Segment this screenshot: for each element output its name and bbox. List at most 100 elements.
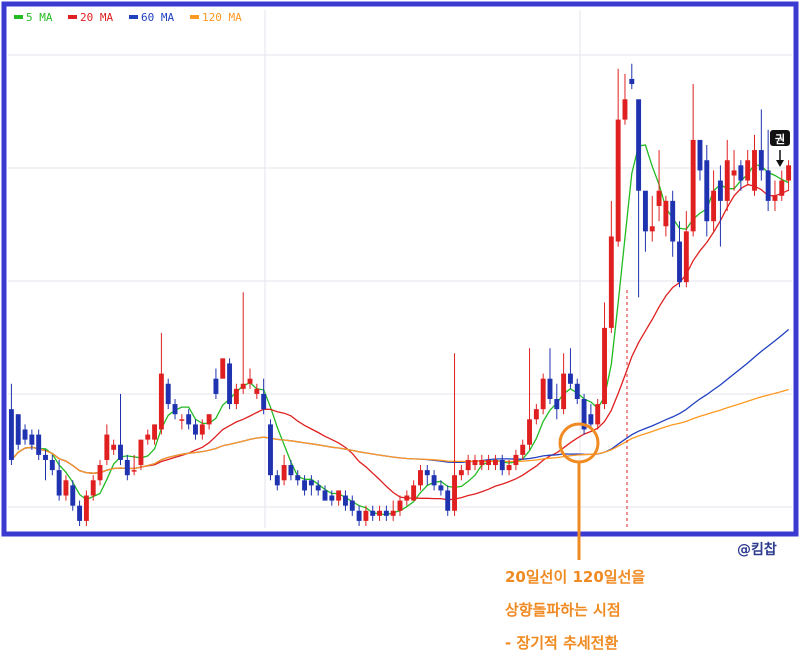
candle-body	[254, 388, 260, 394]
candle-body	[622, 99, 628, 120]
candle-body	[690, 139, 696, 232]
candle-body	[711, 190, 717, 222]
candle-body	[479, 459, 485, 466]
candle-body	[118, 444, 123, 460]
candle-body	[124, 459, 130, 476]
candle-body	[111, 444, 117, 450]
legend-label-2: 60 MA	[141, 11, 174, 24]
candle-body	[152, 424, 158, 440]
candle-body	[411, 485, 417, 501]
candle-body	[336, 490, 342, 501]
candle-body	[199, 424, 205, 435]
candle-body	[424, 470, 430, 476]
candle-body	[56, 470, 62, 496]
candle-body	[165, 383, 171, 405]
legend-label-3: 120 MA	[202, 11, 242, 24]
candle-body	[70, 485, 76, 506]
candle-body	[595, 404, 601, 425]
candle-body	[581, 399, 587, 430]
candle-body	[683, 231, 689, 283]
legend-swatch-1	[68, 15, 77, 19]
candle-body	[567, 373, 573, 384]
candle-body	[697, 139, 703, 171]
candle-body	[717, 180, 723, 201]
credit-label: @킴찹	[737, 542, 777, 558]
candle-body	[268, 424, 273, 476]
candle-body	[608, 236, 614, 328]
candle-body	[417, 470, 423, 486]
candle-body	[158, 373, 164, 430]
marker-badge	[770, 130, 790, 146]
candle-body	[704, 160, 710, 222]
candles	[8, 63, 792, 526]
candle-body	[670, 200, 676, 242]
marker-arrow-head	[776, 160, 784, 167]
annotation-line-1: 20일선이 120일선을	[505, 568, 646, 586]
candle-body	[220, 358, 226, 379]
candle-body	[486, 459, 492, 466]
candle-body	[227, 363, 233, 405]
candle-body	[431, 475, 437, 486]
candle-body	[49, 459, 55, 471]
candle-body	[724, 160, 730, 201]
candle-body	[779, 180, 785, 196]
candle-body	[492, 459, 498, 466]
candle-body	[499, 459, 505, 471]
legend-swatch-2	[129, 15, 138, 19]
candle-body	[63, 480, 69, 496]
candle-body	[738, 165, 744, 181]
candle-body	[390, 510, 396, 516]
candle-body	[642, 190, 648, 232]
candle-body	[97, 465, 103, 481]
annotation-line-2: 상향돌파하는 시점	[505, 601, 621, 619]
candle-body	[649, 226, 655, 232]
candle-body	[322, 490, 328, 501]
chart-frame	[1, 1, 799, 537]
candle-body	[370, 510, 376, 516]
candle-body	[765, 170, 771, 201]
candle-body	[29, 434, 35, 445]
candle-body	[193, 424, 198, 435]
candle-body	[377, 510, 383, 516]
candle-body	[15, 414, 21, 445]
candle-body	[233, 388, 239, 405]
legend-label-1: 20 MA	[80, 11, 113, 24]
candle-body	[131, 470, 137, 472]
candle-body	[315, 485, 321, 491]
candle-body	[540, 378, 546, 410]
candle-body	[83, 495, 89, 521]
candle-body	[772, 195, 778, 201]
candle-body	[458, 470, 464, 476]
candle-body	[77, 505, 83, 521]
candle-body	[308, 480, 314, 486]
candle-body	[186, 414, 192, 425]
candle-body	[43, 454, 48, 460]
annotation-overlay: 권	[558, 130, 790, 560]
candle-body	[786, 165, 792, 181]
candle-body	[302, 480, 308, 491]
candle-body	[138, 439, 144, 466]
candle-body	[213, 378, 219, 394]
candle-body	[465, 459, 471, 471]
candle-body	[533, 409, 539, 420]
candle-body	[677, 241, 682, 283]
legend: 5 MA 20 MA 60 MA 120 MA	[14, 11, 242, 24]
candle-body	[629, 78, 635, 85]
candle-body	[383, 510, 389, 516]
candle-body	[574, 383, 580, 399]
candle-body	[404, 495, 410, 501]
candle-body	[363, 510, 369, 521]
candle-body	[554, 399, 560, 410]
candle-body	[561, 373, 567, 410]
candle-body	[22, 429, 28, 440]
candle-body	[179, 419, 185, 421]
candle-body	[329, 495, 335, 501]
candle-body	[261, 393, 267, 410]
candle-body	[90, 480, 96, 496]
candle-body	[438, 485, 444, 491]
candle-body	[104, 434, 110, 460]
candle-body	[527, 419, 532, 445]
legend-label-0: 5 MA	[26, 11, 53, 24]
candle-body	[288, 465, 294, 476]
